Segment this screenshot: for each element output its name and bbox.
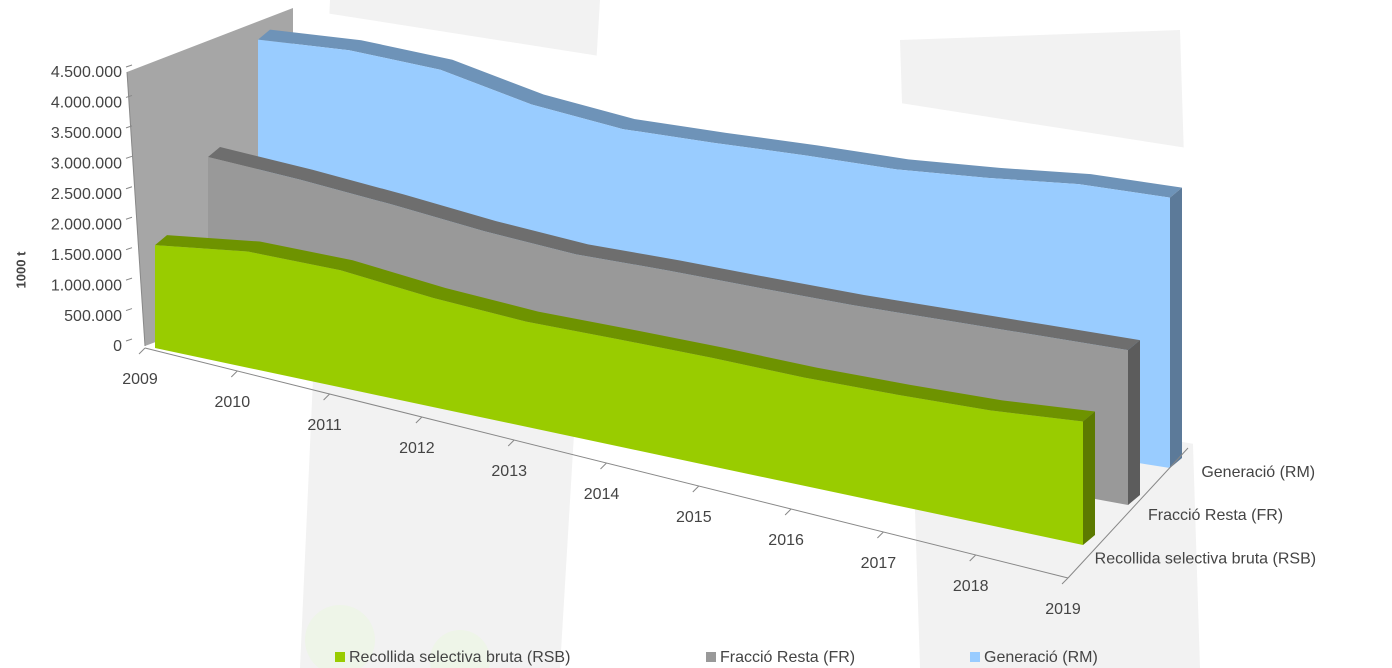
legend-swatch [335,652,345,662]
y-tick [126,339,132,341]
legend-label: Generació (RM) [984,649,1098,666]
x-tick-label: 2018 [953,578,989,595]
x-tick-label: 2017 [861,555,897,572]
x-tick [139,348,145,354]
x-tick-label: 2015 [676,509,712,526]
y-tick [126,278,132,280]
y-tick [126,65,132,67]
y-tick [126,309,132,311]
x-tick-label: 2009 [122,371,158,388]
y-tick-label: 2.000.000 [51,216,122,233]
x-tick-label: 2013 [491,463,527,480]
y-tick-label: 0 [113,338,122,355]
depth-label: Recollida selectiva bruta (RSB) [1095,551,1316,568]
x-tick-label: 2010 [215,394,251,411]
y-tick [126,156,132,158]
legend-label: Recollida selectiva bruta (RSB) [349,649,570,666]
x-tick-label: 2016 [768,532,804,549]
area-side [1083,412,1095,545]
x-tick [693,486,699,492]
x-tick [785,509,791,515]
y-tick [126,248,132,250]
x-tick-label: 2012 [399,440,435,457]
y-tick-label: 1.000.000 [51,277,122,294]
y-tick-label: 4.000.000 [51,95,122,112]
y-tick-label: 2.500.000 [51,186,122,203]
x-tick-label: 2014 [584,486,620,503]
x-tick [877,532,883,538]
depth-label: Fracció Resta (FR) [1148,507,1283,524]
y-tick-label: 500.000 [64,308,122,325]
x-tick [231,371,237,377]
y-tick-label: 3.500.000 [51,125,122,142]
x-tick-label: 2019 [1045,601,1081,618]
y-tick [126,187,132,189]
y-tick-label: 3.000.000 [51,156,122,173]
area-side [1128,340,1140,505]
legend-swatch [706,652,716,662]
chart: 1000 t 0 500.000 1.000.000 1.500.000 2.000.0… [0,0,1392,668]
y-tick-label: 1.500.000 [51,247,122,264]
area-side [1170,188,1182,468]
y-tick [126,217,132,219]
depth-label: Generació (RM) [1201,464,1315,481]
x-tick [601,463,607,469]
legend-label: Fracció Resta (FR) [720,649,855,666]
y-tick-label: 4.500.000 [51,64,122,81]
x-tick-label: 2011 [307,417,342,434]
y-axis-title: 1000 t [13,251,28,289]
legend-swatch [970,652,980,662]
